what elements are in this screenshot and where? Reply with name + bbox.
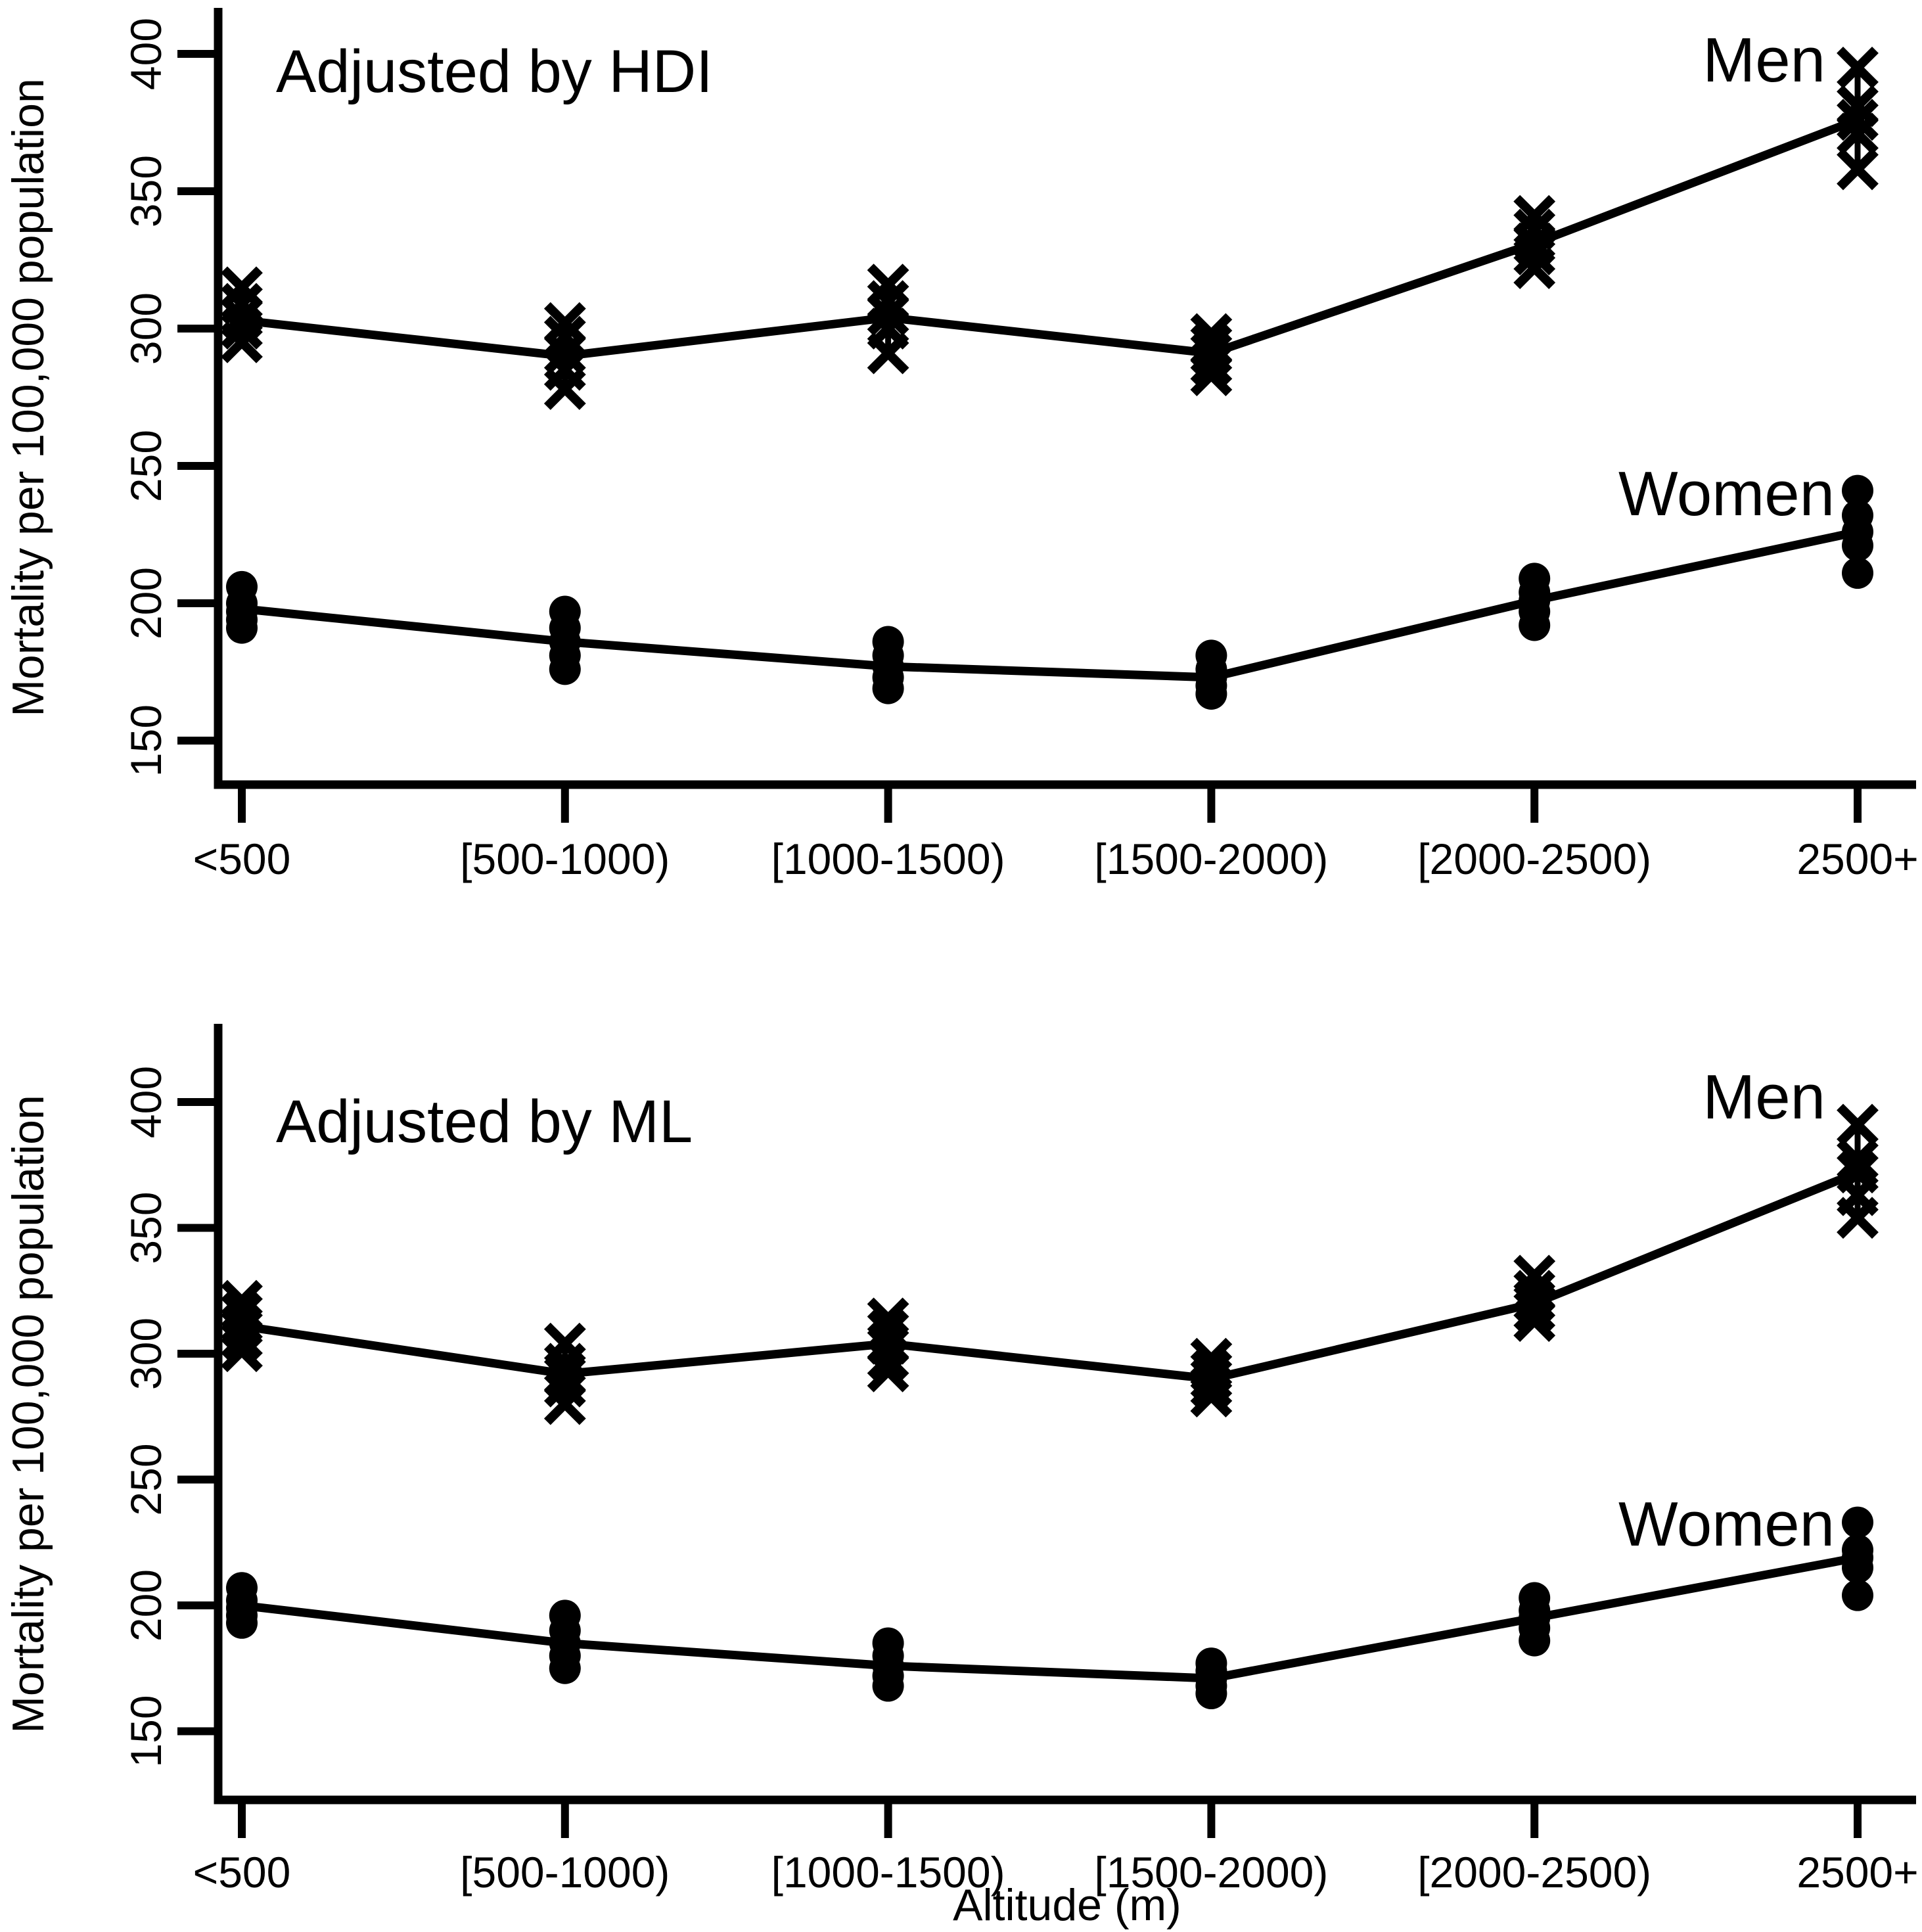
y-tick-label: 300 (122, 292, 170, 365)
women-marker-circle (1842, 530, 1873, 562)
x-tick-label: <500 (193, 835, 291, 883)
men-marker-x (867, 1350, 909, 1392)
women-marker-circle (1195, 1678, 1227, 1710)
men-marker-x (867, 1310, 909, 1352)
men-marker-x (1837, 47, 1879, 89)
y-axis-title: Mortality per 100,000 population (3, 78, 53, 717)
y-tick-label: 400 (122, 1066, 170, 1138)
men-series (221, 47, 1879, 410)
women-marker-circle (226, 1607, 258, 1639)
y-tick-label: 400 (122, 18, 170, 90)
axes (214, 8, 1916, 789)
y-tick-label: 300 (122, 1318, 170, 1390)
x-tick-label: [2000-2500) (1417, 1848, 1651, 1897)
men-marker-x (1837, 1139, 1879, 1181)
women-marker-circle (1519, 609, 1551, 641)
women-marker-circle (1519, 1624, 1551, 1657)
x-tick-label: <500 (193, 1848, 291, 1897)
men-series-label: Men (1703, 1062, 1825, 1132)
men-marker-x (1513, 1300, 1556, 1343)
y-tick-label: 150 (122, 1695, 170, 1767)
y-tick-label: 350 (122, 1191, 170, 1264)
men-marker-x (1190, 343, 1233, 386)
chart-title: Adjusted by HDI (276, 38, 713, 105)
women-trend-line (241, 527, 1859, 682)
x-tick-label: 2500+ (1796, 835, 1918, 883)
women-trend-line (241, 1553, 1859, 1683)
men-marker-x (543, 1355, 586, 1398)
men-marker-x (867, 332, 909, 375)
men-series (221, 1103, 1879, 1425)
men-trend-line (241, 1168, 1860, 1383)
women-marker-circle (1842, 1506, 1873, 1538)
women-marker-circle (872, 1670, 904, 1702)
x-tick-label: [1000-1500) (771, 1848, 1005, 1897)
y-tick-label: 350 (122, 155, 170, 227)
men-marker-x (543, 1383, 586, 1425)
x-tick-label: [2000-2500) (1417, 835, 1651, 883)
women-series (226, 474, 1873, 710)
men-marker-x (1513, 247, 1556, 289)
men-marker-x (1837, 1197, 1879, 1239)
y-tick-label: 200 (122, 567, 170, 639)
x-tick-label: [1500-2000) (1094, 1848, 1328, 1897)
women-marker-circle (226, 612, 258, 644)
men-marker-x (1837, 112, 1879, 155)
men-marker-x (1837, 1103, 1879, 1146)
y-tick-label: 250 (122, 1443, 170, 1515)
y-axis-title: Mortality per 100,000 population (3, 1095, 53, 1734)
men-marker-x (543, 368, 586, 410)
y-tick-label: 150 (122, 704, 170, 777)
x-axis-title: Altitude (m) (953, 1880, 1181, 1930)
women-marker-circle (872, 672, 904, 704)
chart-adjusted-by-hdi: 400 350 300 250 200 150 <500 [500-1000) [1000-15… (3, 8, 1919, 883)
women-series-label: Women (1618, 459, 1835, 529)
men-marker-x (221, 1318, 263, 1360)
women-series (226, 1506, 1873, 1710)
men-trend-line (241, 116, 1860, 361)
y-tick-label: 200 (122, 1569, 170, 1642)
women-marker-circle (549, 1652, 581, 1684)
women-marker-circle (549, 653, 581, 685)
men-marker-x (1513, 1289, 1556, 1332)
men-marker-x (1190, 1365, 1233, 1408)
women-marker-circle (1842, 1552, 1873, 1584)
men-series-label: Men (1703, 25, 1825, 95)
women-marker-circle (1842, 474, 1873, 507)
men-marker-x (1837, 148, 1879, 191)
chart-title: Adjusted by ML (276, 1088, 693, 1155)
y-tick-label: 250 (122, 430, 170, 502)
women-series-label: Women (1618, 1489, 1835, 1559)
men-marker-x (867, 1337, 909, 1380)
x-tick-label: [500-1000) (460, 835, 670, 883)
women-marker-circle (1195, 678, 1227, 710)
men-marker-x (1190, 354, 1233, 396)
axes (214, 1024, 1916, 1805)
men-marker-x (221, 321, 263, 363)
x-tick-label: [1000-1500) (771, 835, 1005, 883)
men-marker-x (1190, 1375, 1233, 1418)
women-marker-circle (1842, 557, 1873, 589)
x-tick-label: 2500+ (1796, 1848, 1918, 1897)
x-tick-label: [500-1000) (460, 1848, 670, 1897)
men-marker-x (221, 1330, 263, 1373)
chart-adjusted-by-ml: 400 350 300 250 200 150 <500 [500-1000) [1000-15… (3, 1024, 1919, 1930)
x-tick-label: [1500-2000) (1094, 835, 1328, 883)
women-marker-circle (1842, 1579, 1873, 1611)
